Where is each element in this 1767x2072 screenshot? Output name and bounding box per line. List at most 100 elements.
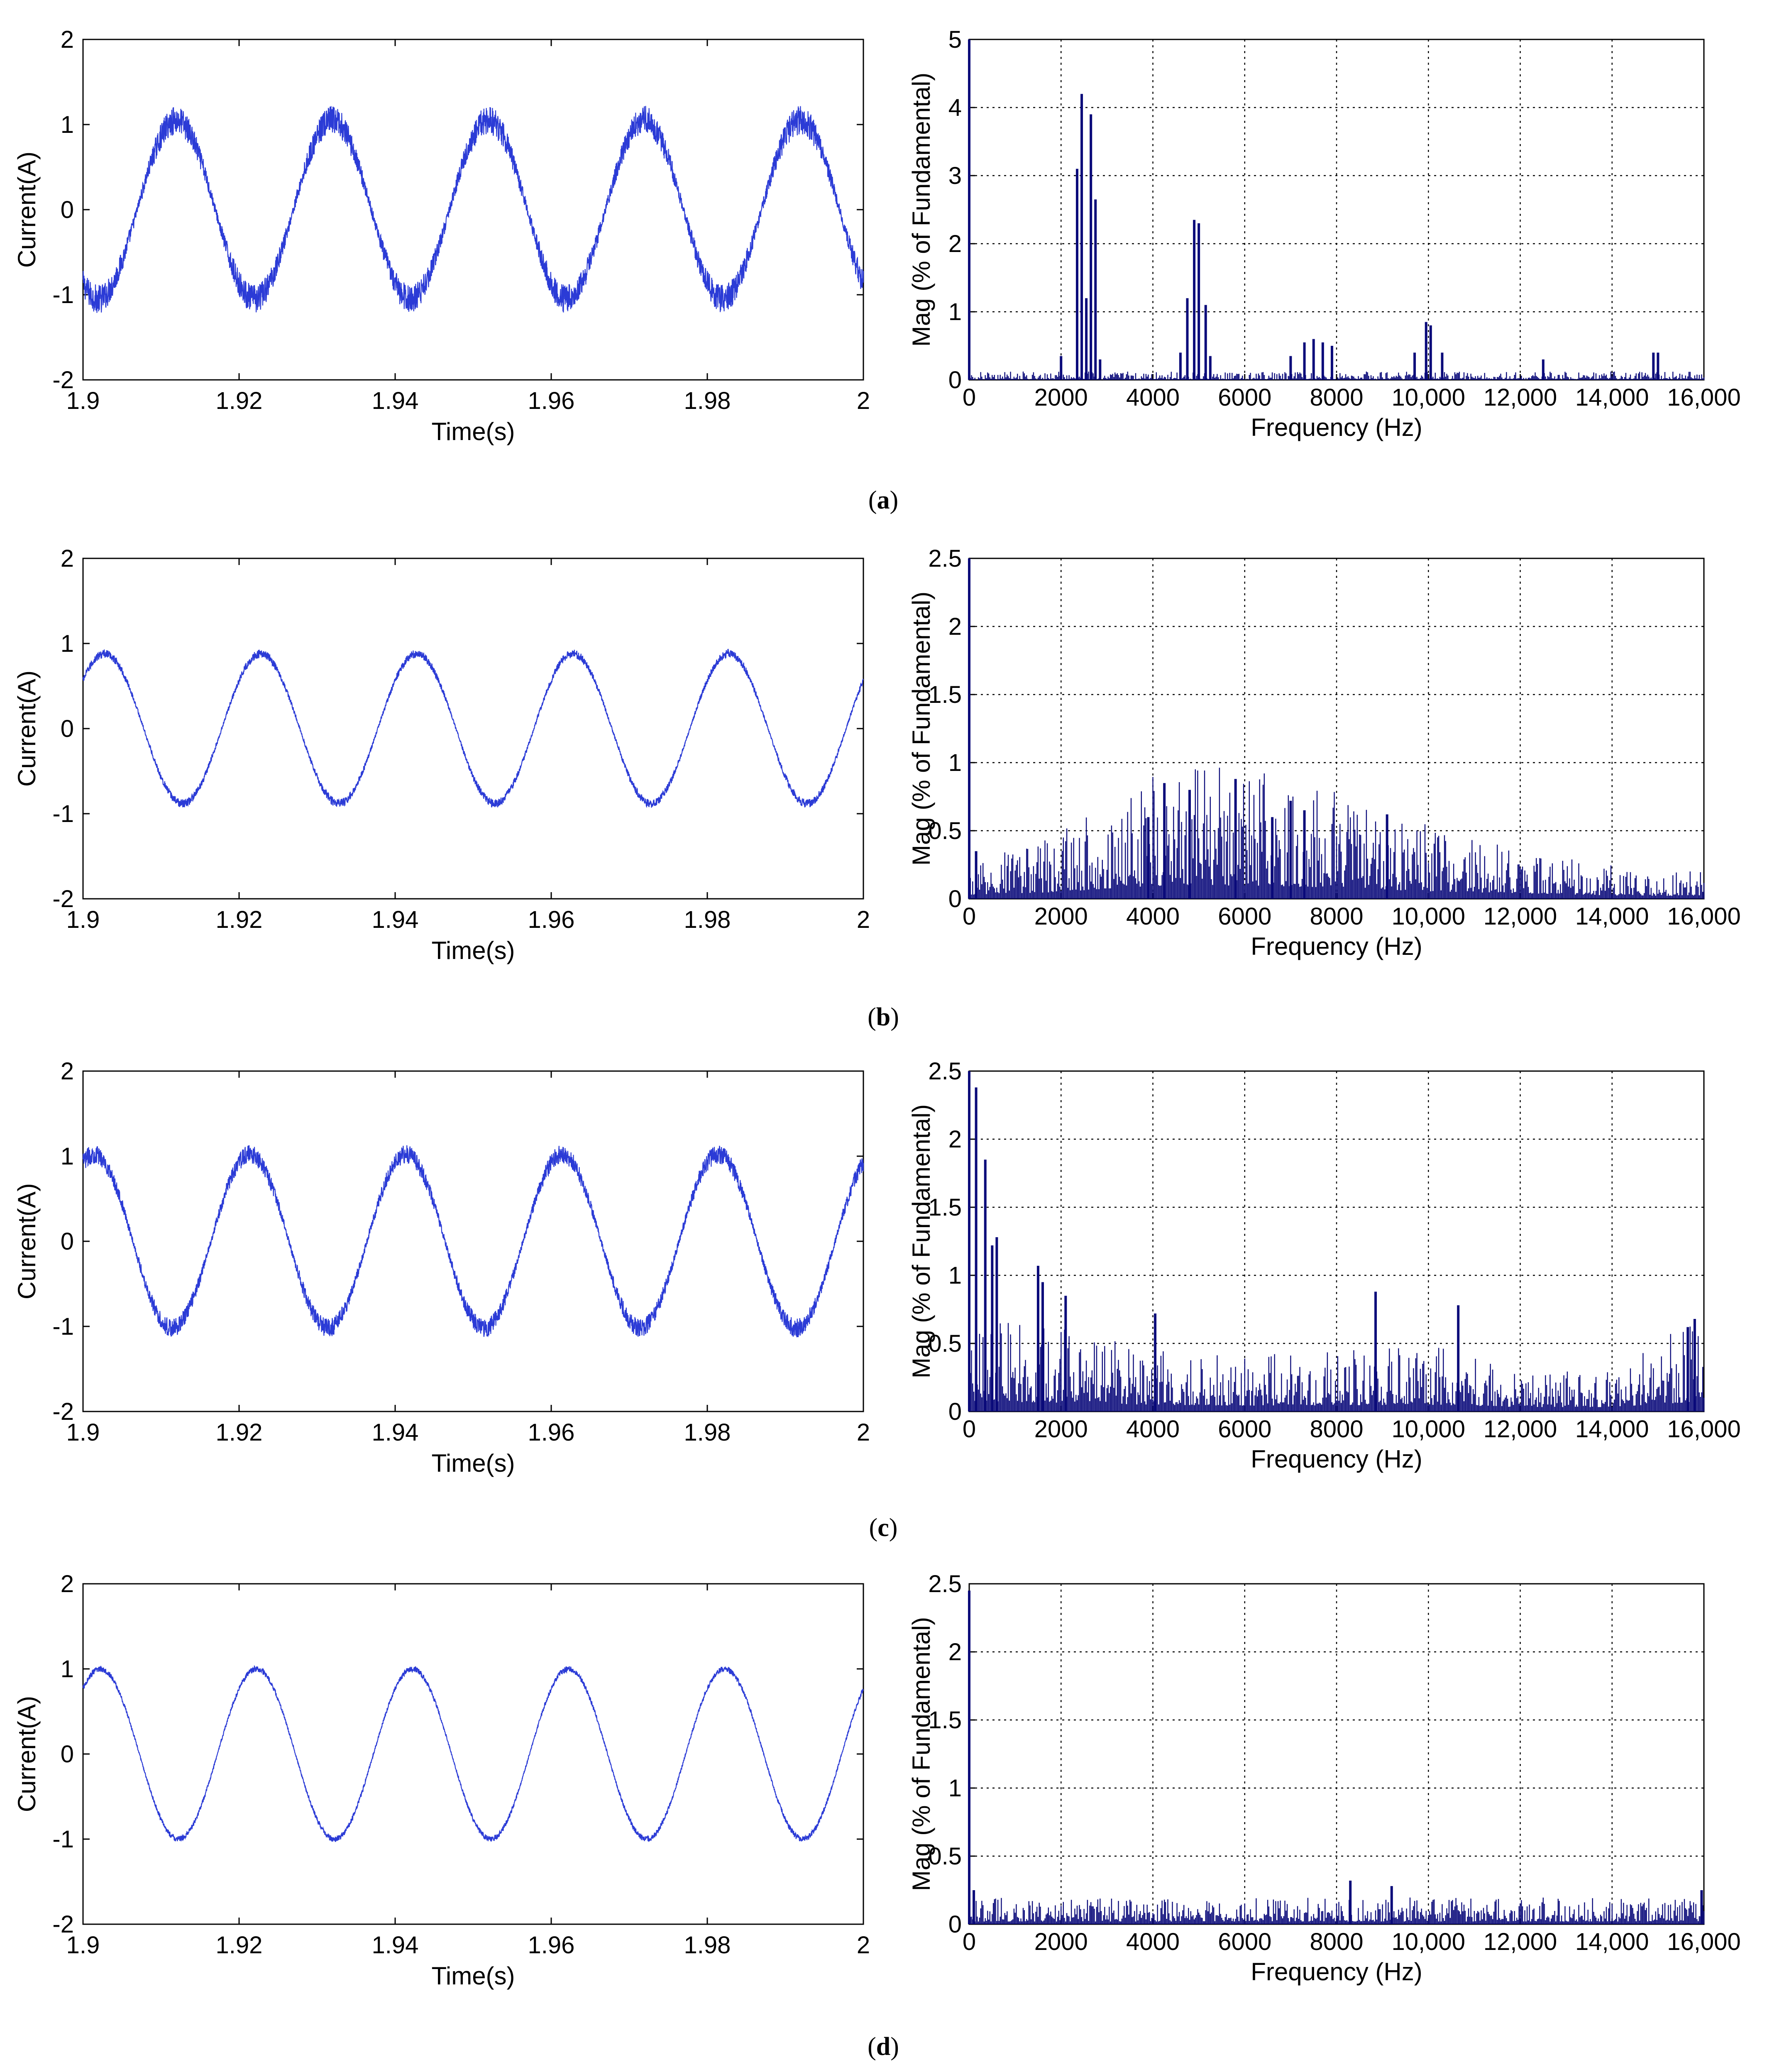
x-tick-label: 16,000	[1667, 1416, 1740, 1443]
x-tick-label: 1.94	[372, 1932, 419, 1959]
y-axis-label: Mag (% of Fundamental)	[907, 1104, 935, 1378]
x-tick-label: 2	[857, 1932, 870, 1959]
x-tick-label: 2	[857, 906, 870, 933]
x-tick-label: 1.94	[372, 1419, 419, 1446]
x-tick-label: 1.9	[66, 1932, 100, 1959]
y-tick-label: 1.5	[928, 681, 962, 708]
x-tick-label: 1.92	[216, 1932, 263, 1959]
y-tick-label: 2	[948, 1126, 962, 1153]
caption-paren-close: )	[890, 2033, 899, 2061]
y-tick-label: 2.5	[928, 1058, 962, 1085]
x-tick-label: 14,000	[1575, 384, 1649, 411]
y-tick-label: 0	[948, 1911, 962, 1938]
x-tick-label: 4000	[1126, 384, 1180, 411]
x-tick-label: 6000	[1218, 903, 1271, 930]
x-tick-label: 16,000	[1667, 1928, 1740, 1955]
panel-caption-c: (c)	[869, 1514, 898, 1542]
x-tick-label: 2000	[1034, 903, 1088, 930]
x-tick-label: 4000	[1126, 903, 1180, 930]
time-plot-frame	[82, 39, 864, 381]
y-tick-label: 0	[61, 715, 74, 742]
x-axis-label: Time(s)	[431, 418, 515, 445]
y-tick-label: -1	[52, 1313, 74, 1340]
current-waveform-line	[82, 1665, 864, 1842]
x-tick-label: 2000	[1034, 384, 1088, 411]
y-tick-label: 1.5	[928, 1707, 962, 1734]
x-tick-label: 10,000	[1392, 384, 1465, 411]
x-tick-label: 1.98	[684, 387, 731, 414]
y-tick-label: 0	[948, 367, 962, 394]
y-tick-label: 0	[948, 886, 962, 912]
x-tick-label: 1.96	[528, 387, 575, 414]
x-tick-label: 1.98	[684, 1932, 731, 1959]
y-tick-label: 1.5	[928, 1194, 962, 1221]
caption-paren-open: (	[868, 1003, 876, 1031]
x-tick-label: 1.9	[66, 387, 100, 414]
y-tick-label: 2	[948, 1639, 962, 1666]
x-tick-label: 0	[963, 1928, 976, 1955]
x-tick-label: 1.9	[66, 1419, 100, 1446]
x-tick-label: 16,000	[1667, 903, 1740, 930]
time-plot-frame	[82, 1583, 864, 1925]
x-tick-label: 1.94	[372, 387, 419, 414]
panel-caption-a: (a)	[868, 486, 898, 514]
x-tick-label: 2	[857, 387, 870, 414]
y-tick-label: 2	[61, 26, 74, 53]
x-tick-label: 6000	[1218, 1928, 1271, 1955]
x-tick-label: 12,000	[1483, 903, 1557, 930]
y-tick-label: 2	[948, 230, 962, 257]
y-tick-label: -2	[52, 1398, 74, 1425]
y-tick-label: 1	[948, 298, 962, 325]
x-tick-label: 12,000	[1483, 384, 1557, 411]
spectrum-plot-c: 0 2000 4000 6000 8000 10,000 12,000 14,000 16,00…	[907, 1058, 1741, 1473]
spectrum-plot-b: 0 2000 4000 6000 8000 10,000 12,000 14,000 16,00…	[907, 545, 1741, 960]
time-plot-a: 1.9 1.92 1.94 1.96 1.98 2 -2 -1 0 1 2 Time(s) Curren…	[13, 26, 870, 445]
x-tick-label: 1.96	[528, 1419, 575, 1446]
y-tick-label: 5	[948, 26, 962, 53]
caption-letter: a	[877, 486, 890, 514]
caption-paren-open: (	[868, 2033, 876, 2061]
y-tick-label: -1	[52, 281, 74, 308]
y-tick-label: 0	[61, 1228, 74, 1255]
x-tick-label: 8000	[1310, 1416, 1363, 1443]
x-tick-label: 14,000	[1575, 1416, 1649, 1443]
y-axis-label: Mag (% of Fundamental)	[907, 73, 935, 347]
x-tick-label: 14,000	[1575, 1928, 1649, 1955]
y-axis-label: Mag (% of Fundamental)	[907, 592, 935, 866]
time-plot-frame	[82, 558, 864, 900]
spectrum-plot-d: 0 2000 4000 6000 8000 10,000 12,000 14,000 16,00…	[907, 1571, 1741, 1986]
y-tick-label: 3	[948, 162, 962, 189]
y-tick-label: 2	[61, 545, 74, 572]
x-tick-label: 1.98	[684, 1419, 731, 1446]
x-tick-label: 1.92	[216, 1419, 263, 1446]
y-axis-label: Current(A)	[13, 670, 41, 787]
x-tick-label: 6000	[1218, 1416, 1271, 1443]
x-axis-label: Frequency (Hz)	[1251, 1445, 1422, 1473]
x-tick-label: 1.96	[528, 1932, 575, 1959]
y-tick-label: 0.5	[928, 1843, 962, 1870]
panel-caption-b: (b)	[868, 1003, 899, 1031]
x-tick-label: 0	[963, 903, 976, 930]
x-axis-label: Time(s)	[431, 1962, 515, 1990]
x-tick-label: 10,000	[1392, 1416, 1465, 1443]
x-tick-label: 0	[963, 1416, 976, 1443]
caption-paren-close: )	[889, 1514, 898, 1542]
y-tick-label: -2	[52, 1911, 74, 1938]
current-waveform-line	[82, 1145, 864, 1338]
y-tick-label: 1	[61, 1143, 74, 1170]
y-tick-label: 1	[61, 111, 74, 138]
x-axis-label: Time(s)	[431, 1449, 515, 1477]
x-tick-label: 4000	[1126, 1928, 1180, 1955]
time-plot-frame	[82, 1070, 864, 1412]
current-waveform-line	[82, 106, 864, 313]
x-tick-label: 1.96	[528, 906, 575, 933]
time-plot-c: 1.9 1.92 1.94 1.96 1.98 2 -2 -1 0 1 2 Time(s) Curren…	[13, 1058, 870, 1477]
x-axis-label: Frequency (Hz)	[1251, 932, 1422, 960]
x-tick-label: 12,000	[1483, 1416, 1557, 1443]
x-tick-label: 12,000	[1483, 1928, 1557, 1955]
x-tick-label: 8000	[1310, 384, 1363, 411]
x-tick-label: 10,000	[1392, 1928, 1465, 1955]
x-tick-label: 1.98	[684, 906, 731, 933]
x-tick-label: 1.92	[216, 906, 263, 933]
